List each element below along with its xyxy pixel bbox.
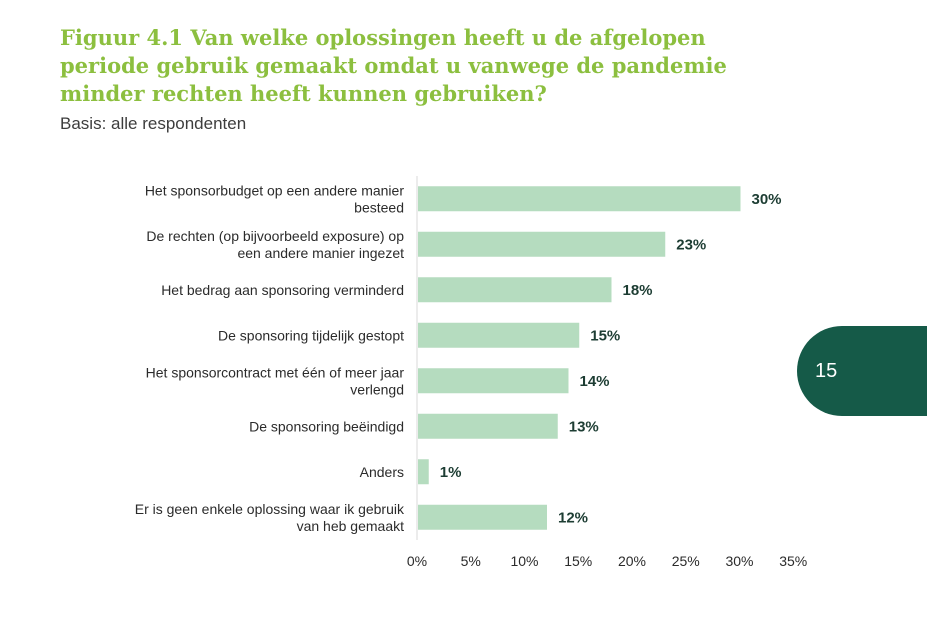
category-label: De rechten (op bijvoorbeeld exposure) op…: [146, 228, 404, 261]
x-tick-label: 35%: [779, 553, 807, 569]
x-tick-label: 30%: [725, 553, 753, 569]
value-label: 18%: [623, 282, 653, 299]
bar: [418, 231, 666, 257]
value-label: 13%: [569, 418, 599, 435]
value-label: 12%: [558, 509, 588, 526]
value-label: 14%: [580, 373, 610, 390]
category-label: De sponsoring tijdelijk gestopt: [218, 327, 404, 343]
value-label: 30%: [752, 191, 782, 208]
bar: [418, 322, 580, 348]
x-tick-label: 10%: [510, 553, 538, 569]
bar: [418, 368, 569, 394]
x-tick-label: 5%: [461, 553, 481, 569]
bar: [418, 277, 612, 303]
page-number-tab: 15: [797, 326, 927, 416]
value-label: 15%: [590, 327, 620, 344]
category-label: De sponsoring beëindigd: [249, 418, 404, 434]
figure-title: Figuur 4.1 Van welke oplossingen heeft u…: [60, 25, 727, 106]
figure-subtitle: Basis: alle respondenten: [60, 114, 247, 133]
value-label: 1%: [440, 464, 462, 481]
x-tick-label: 15%: [564, 553, 592, 569]
category-label: Er is geen enkele oplossing waar ik gebr…: [135, 501, 405, 534]
x-tick-label: 25%: [672, 553, 700, 569]
category-label: Het sponsorcontract met één of meer jaar…: [146, 364, 405, 397]
category-label: Anders: [360, 464, 404, 480]
bar: [418, 504, 547, 530]
x-tick-label: 0%: [407, 553, 427, 569]
value-label: 23%: [676, 236, 706, 253]
x-tick-label: 20%: [618, 553, 646, 569]
bar: [418, 186, 741, 212]
bar: [418, 413, 558, 439]
category-label: Het bedrag aan sponsoring verminderd: [161, 282, 404, 298]
category-label: Het sponsorbudget op een andere manier be…: [145, 182, 405, 215]
page-number: 15: [815, 360, 838, 382]
bar: [418, 459, 429, 485]
